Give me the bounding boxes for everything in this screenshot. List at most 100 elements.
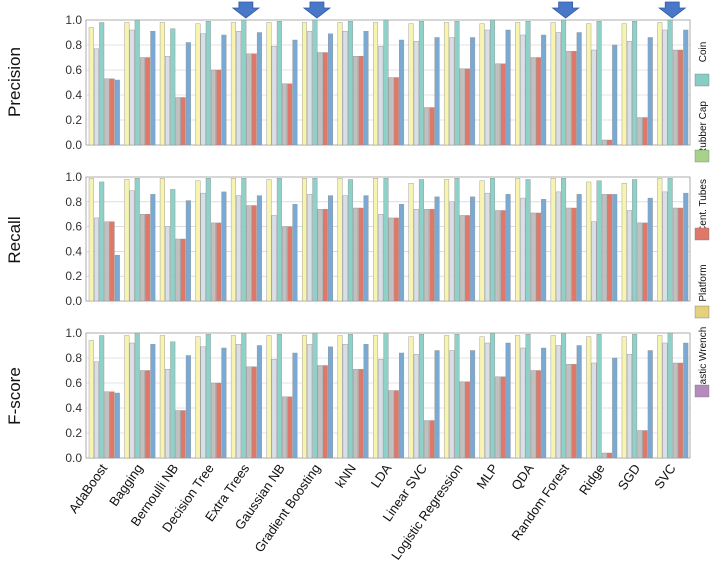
bar-plastic-wrench [637,117,643,146]
bar-group-qda [515,178,547,302]
legend-swatch [694,305,710,319]
bar-plastic-wrench [459,215,465,302]
y-tick-label: 1.0 [65,13,82,27]
bar-plastic-wrench [566,51,572,146]
bar-platform [657,178,663,302]
bar-rubber-cap [170,28,176,146]
bar-group-ridge [586,334,618,459]
bar-group-knn [337,334,369,459]
bar-rubber-cap [383,332,389,459]
bar-plastic-wrench [388,390,394,459]
bar-cent-tubes [555,32,561,146]
bar-rubber-cap [205,178,211,302]
bar-coin [185,200,191,302]
bar-cent-tubes [342,344,348,459]
bar-cent-tubes [464,381,470,459]
y-tick-label: 0.0 [65,294,82,308]
bar-plastic-wrench [601,139,607,146]
bar-cent-tubes [145,213,151,302]
bar-cent-tubes [165,226,171,302]
bar-group-gaussian-nb [266,334,298,459]
y-tick-label: 0.8 [65,351,82,365]
legend-label: Cent. Tubes [698,179,709,233]
bar-rubber-cap [134,19,140,146]
bar-coin [505,29,511,146]
bar-group-knn [337,21,369,146]
bar-cent-tubes [626,41,632,146]
legend-label: Plastic Wrench [698,327,709,394]
bar-cent-tubes [555,191,561,302]
bar-platform [586,181,592,302]
bar-platform [479,336,485,459]
bar-coin [647,350,653,459]
bar-coin [505,342,511,459]
bar-plastic-wrench [317,52,323,146]
bar-cent-tubes [271,359,277,459]
bar-cent-tubes [180,238,186,302]
bar-group-gradient-boosting [301,178,333,302]
bar-cent-tubes [145,57,151,146]
bar-coin [612,194,618,302]
bar-group-random-forest [550,19,582,146]
bar-rubber-cap [276,21,282,146]
bar-group-sgd [621,179,653,302]
bar-rubber-cap [418,334,424,459]
bar-cent-tubes [591,49,597,146]
bar-group-linear-svc [408,21,440,146]
bar-cent-tubes [393,77,399,146]
bar-plastic-wrench [566,364,572,459]
bar-cent-tubes [484,192,490,302]
bar-rubber-cap [205,21,211,146]
bar-coin [470,196,476,302]
bar-cent-tubes [342,195,348,302]
bar-platform [266,22,272,146]
legend-swatch [694,384,710,398]
bar-plastic-wrench [246,53,252,146]
bar-platform [408,182,414,302]
bar-rubber-cap [454,178,460,302]
bar-platform [88,340,94,459]
bar-group-lda [373,19,405,146]
bar-plastic-wrench [317,365,323,459]
bar-coin [576,32,582,146]
bar-cent-tubes [642,430,648,459]
bar-group-extra-trees [230,332,262,459]
bar-group-bernoulli-nb [159,178,191,302]
bar-coin [327,33,333,146]
bar-plastic-wrench [210,69,216,146]
bar-rubber-cap [596,180,602,302]
bar-plastic-wrench [601,194,607,302]
bar-rubber-cap [454,21,460,146]
bar-group-random-forest [550,332,582,459]
arrow-down-icon [658,1,687,19]
bar-plastic-wrench [530,370,536,459]
bar-cent-tubes [591,221,597,302]
bar-plastic-wrench [282,83,288,146]
bar-cent-tubes [626,354,632,459]
bar-plastic-wrench [530,57,536,146]
bar-cent-tubes [129,190,135,302]
bar-coin [221,347,227,459]
x-tick-label-sgd: SGD [615,461,643,493]
bar-group-linear-svc [408,179,440,302]
bar-cent-tubes [662,29,668,146]
bar-rubber-cap [241,178,247,302]
y-tick-label: 0.2 [65,426,82,440]
bar-platform [657,335,663,459]
bar-group-ridge [586,21,618,146]
bar-group-bagging [124,178,156,302]
bar-group-extra-trees [230,178,262,302]
bar-rubber-cap [347,179,353,302]
bar-cent-tubes [165,56,171,146]
arrow-down-icon [551,1,580,19]
legend-item-coin: Coin [694,42,710,87]
bar-coin [185,355,191,459]
bar-plastic-wrench [104,391,110,459]
bar-rubber-cap [134,178,140,302]
bar-plastic-wrench [139,57,145,146]
bar-platform [373,178,379,302]
bar-cent-tubes [378,46,384,146]
bar-coin [612,357,618,459]
bar-coin [292,204,298,302]
